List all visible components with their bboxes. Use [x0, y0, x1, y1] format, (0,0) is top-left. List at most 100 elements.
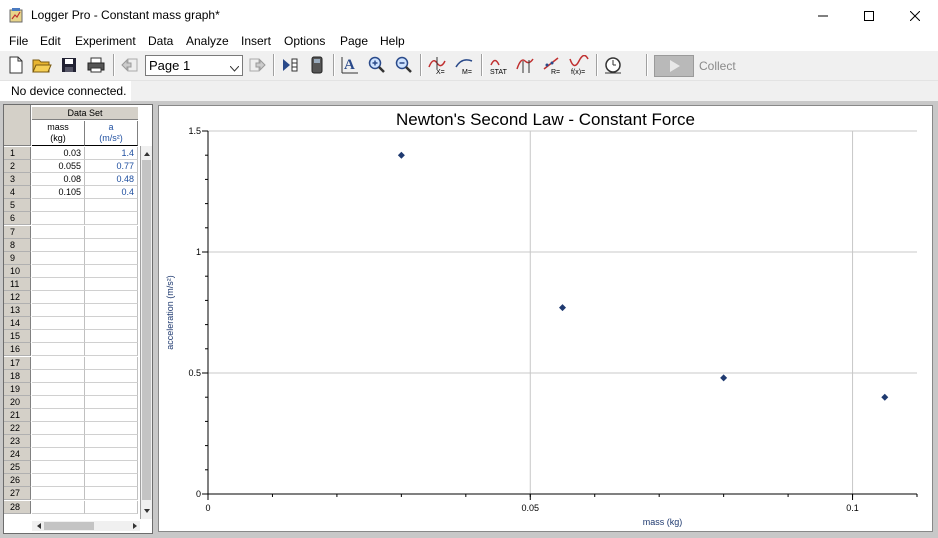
cell-mass[interactable]: [32, 225, 85, 239]
zoom-out-icon[interactable]: [393, 54, 415, 76]
cell-mass[interactable]: [32, 395, 85, 409]
cell-acceleration[interactable]: [85, 356, 138, 370]
cell-mass[interactable]: [32, 435, 85, 449]
cell-mass[interactable]: 0.03: [32, 147, 85, 160]
cell-acceleration[interactable]: 0.48: [85, 173, 138, 187]
cell-acceleration[interactable]: [85, 435, 138, 449]
menu-help[interactable]: Help: [380, 34, 405, 48]
linear-fit-icon[interactable]: R=: [541, 54, 563, 76]
open-folder-icon[interactable]: [31, 54, 53, 76]
cell-acceleration[interactable]: [85, 330, 138, 344]
cell-mass[interactable]: [32, 369, 85, 383]
cell-acceleration[interactable]: [85, 421, 138, 435]
cell-mass[interactable]: 0.055: [32, 160, 85, 174]
table-row[interactable]: 20: [4, 395, 140, 409]
cell-acceleration[interactable]: [85, 369, 138, 383]
new-file-icon[interactable]: [5, 54, 27, 76]
cell-acceleration[interactable]: [85, 317, 138, 331]
table-row[interactable]: 22: [4, 421, 140, 435]
cell-acceleration[interactable]: [85, 304, 138, 318]
examine-icon[interactable]: X=: [426, 54, 448, 76]
cell-mass[interactable]: [32, 461, 85, 475]
menu-experiment[interactable]: Experiment: [75, 34, 136, 48]
table-row[interactable]: 5: [4, 199, 140, 213]
cell-acceleration[interactable]: [85, 291, 138, 305]
cell-mass[interactable]: [32, 343, 85, 357]
cell-acceleration[interactable]: [85, 487, 138, 501]
data-browser-icon[interactable]: [279, 54, 301, 76]
cell-acceleration[interactable]: [85, 500, 138, 514]
menu-insert[interactable]: Insert: [241, 34, 272, 48]
cell-acceleration[interactable]: [85, 408, 138, 422]
table-row[interactable]: 3 0.08 0.48: [4, 173, 140, 187]
cell-mass[interactable]: [32, 317, 85, 331]
graph-pane[interactable]: [158, 105, 933, 532]
statistics-icon[interactable]: STAT: [487, 54, 509, 76]
menu-page[interactable]: Page: [340, 34, 369, 48]
table-row[interactable]: 7: [4, 225, 140, 239]
table-row[interactable]: 10: [4, 264, 140, 278]
cell-acceleration[interactable]: [85, 251, 138, 265]
print-icon[interactable]: [85, 54, 107, 76]
cell-mass[interactable]: 0.08: [32, 173, 85, 187]
table-row[interactable]: 26: [4, 474, 140, 488]
minimize-button[interactable]: [800, 0, 846, 31]
menu-edit[interactable]: Edit: [40, 34, 61, 48]
cell-mass[interactable]: [32, 212, 85, 226]
cell-mass[interactable]: [32, 304, 85, 318]
table-row[interactable]: 6: [4, 212, 140, 226]
table-row[interactable]: 15: [4, 330, 140, 344]
next-page-icon[interactable]: [246, 54, 268, 76]
table-horizontal-scrollbar[interactable]: [32, 521, 140, 531]
cell-acceleration[interactable]: [85, 448, 138, 462]
data-collection-clock-icon[interactable]: [602, 54, 624, 76]
page-select[interactable]: Page 1: [145, 55, 243, 76]
table-row[interactable]: 8: [4, 238, 140, 252]
cell-mass[interactable]: [32, 421, 85, 435]
cell-acceleration[interactable]: [85, 225, 138, 239]
menu-analyze[interactable]: Analyze: [186, 34, 229, 48]
table-row[interactable]: 21: [4, 408, 140, 422]
previous-page-icon[interactable]: [119, 54, 141, 76]
table-row[interactable]: 27: [4, 487, 140, 501]
table-row[interactable]: 2 0.055 0.77: [4, 160, 140, 174]
cell-mass[interactable]: 0.105: [32, 186, 85, 200]
cell-acceleration[interactable]: 1.4: [85, 147, 138, 160]
integral-icon[interactable]: [514, 54, 536, 76]
curve-fit-icon[interactable]: f(x)=: [568, 54, 590, 76]
cell-mass[interactable]: [32, 277, 85, 291]
zoom-in-icon[interactable]: [366, 54, 388, 76]
cell-acceleration[interactable]: [85, 199, 138, 213]
cell-acceleration[interactable]: [85, 474, 138, 488]
cell-mass[interactable]: [32, 330, 85, 344]
data-table[interactable]: Data Set mass (kg) a (m/s²) 1 0.03 1.4 2 0.0…: [3, 104, 153, 534]
cell-mass[interactable]: [32, 382, 85, 396]
collect-button[interactable]: [654, 55, 694, 77]
cell-mass[interactable]: [32, 356, 85, 370]
cell-mass[interactable]: [32, 487, 85, 501]
cell-mass[interactable]: [32, 448, 85, 462]
table-row[interactable]: 14: [4, 317, 140, 331]
close-button[interactable]: [892, 0, 938, 31]
table-row[interactable]: 19: [4, 382, 140, 396]
table-row[interactable]: 4 0.105 0.4: [4, 186, 140, 200]
cell-mass[interactable]: [32, 474, 85, 488]
table-vertical-scrollbar[interactable]: [140, 146, 152, 519]
cell-acceleration[interactable]: [85, 238, 138, 252]
cell-mass[interactable]: [32, 199, 85, 213]
tangent-icon[interactable]: M=: [453, 54, 475, 76]
lab-interface-icon[interactable]: [306, 54, 328, 76]
cell-acceleration[interactable]: [85, 395, 138, 409]
cell-acceleration[interactable]: [85, 382, 138, 396]
cell-acceleration[interactable]: [85, 277, 138, 291]
maximize-button[interactable]: [846, 0, 892, 31]
table-row[interactable]: 18: [4, 369, 140, 383]
table-row[interactable]: 17: [4, 356, 140, 370]
column-header-acceleration[interactable]: a (m/s²): [85, 121, 138, 146]
menu-file[interactable]: File: [9, 34, 29, 48]
cell-mass[interactable]: [32, 408, 85, 422]
table-row[interactable]: 24: [4, 448, 140, 462]
table-row[interactable]: 12: [4, 291, 140, 305]
cell-mass[interactable]: [32, 291, 85, 305]
table-row[interactable]: 13: [4, 304, 140, 318]
